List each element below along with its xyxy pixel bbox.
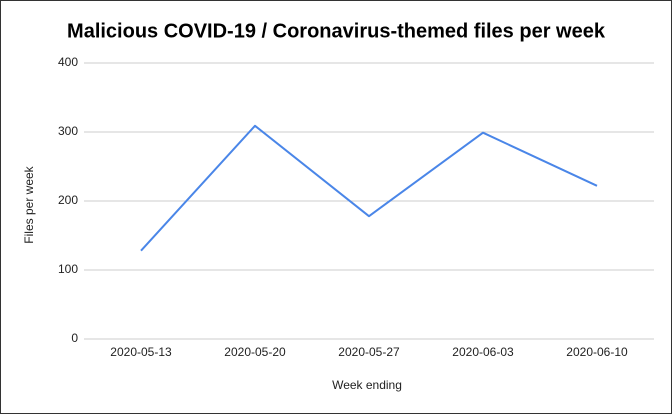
x-tick-label: 2020-05-20	[224, 345, 286, 359]
y-axis-title: Files per week	[22, 165, 36, 243]
y-tick-label: 400	[58, 55, 78, 69]
x-tick-label: 2020-05-27	[338, 345, 400, 359]
chart-title: Malicious COVID-19 / Coronavirus-themed …	[67, 20, 606, 42]
y-tick-label: 100	[58, 262, 78, 276]
data-line	[140, 124, 598, 252]
y-tick-label: 300	[58, 124, 78, 138]
x-tick-label: 2020-05-13	[110, 345, 172, 359]
x-axis-title: Week ending	[332, 378, 402, 392]
x-tick-label: 2020-06-10	[566, 345, 628, 359]
y-tick-label: 200	[58, 193, 78, 207]
y-tick-label: 0	[71, 331, 78, 345]
x-tick-label: 2020-06-03	[452, 345, 514, 359]
